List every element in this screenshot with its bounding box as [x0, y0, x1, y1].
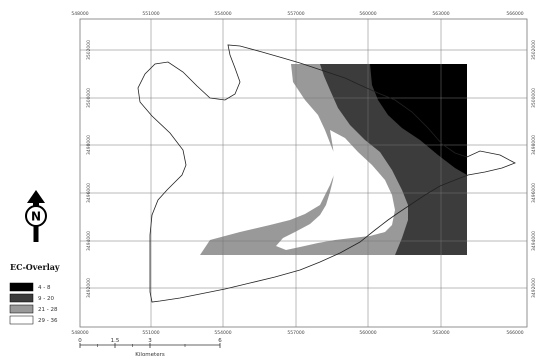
- x-tick-label: 557000: [287, 330, 304, 336]
- x-tick-label: 554000: [214, 330, 231, 336]
- x-tick-label: 551000: [142, 330, 159, 336]
- scale-bar: 0 1.5 3 6 Kilometers: [78, 338, 222, 358]
- bottom-tick-labels: 548000 551000 554000 557000 560000 56300…: [71, 330, 523, 336]
- y-tick-label: 3502000: [86, 40, 92, 60]
- x-tick-label: 560000: [359, 11, 376, 17]
- x-tick-label: 566000: [506, 11, 523, 17]
- top-tick-labels: 548000 551000 554000 557000 560000 56300…: [71, 11, 523, 17]
- legend-swatch: [9, 315, 34, 325]
- legend-label: 9 - 20: [38, 296, 54, 302]
- scale-tick-label: 3: [148, 338, 152, 344]
- x-tick-label: 554000: [214, 11, 231, 17]
- legend-title: EC-Overlay: [10, 262, 60, 272]
- legend-label: 4 - 8: [38, 285, 51, 291]
- y-tick-label: 3496000: [86, 183, 92, 203]
- scale-unit-label: Kilometers: [135, 352, 165, 358]
- right-tick-labels: 3502000 3500000 3498000 3496000 3494000 …: [531, 40, 537, 298]
- x-tick-label: 551000: [142, 11, 159, 17]
- y-tick-label: 3502000: [531, 40, 537, 60]
- x-tick-label: 560000: [359, 330, 376, 336]
- legend-swatch: [9, 293, 34, 303]
- x-tick-label: 563000: [432, 330, 449, 336]
- x-tick-label: 557000: [287, 11, 304, 17]
- scale-tick-label: 1.5: [111, 338, 120, 344]
- legend-label: 21 - 28: [38, 307, 58, 313]
- legend-label: 29 - 36: [38, 318, 58, 324]
- left-tick-labels: 3502000 3500000 3498000 3496000 3494000 …: [86, 40, 92, 298]
- y-tick-label: 3496000: [531, 183, 537, 203]
- y-tick-label: 3498000: [531, 135, 537, 155]
- legend-swatch: [9, 304, 34, 314]
- north-arrow-icon: N: [25, 190, 47, 242]
- scale-tick-label: 0: [78, 338, 82, 344]
- north-arrow-letter: N: [31, 210, 41, 224]
- x-tick-label: 548000: [71, 330, 88, 336]
- legend: EC-Overlay 4 - 8 9 - 20 21 - 28 29 - 36: [9, 262, 60, 325]
- x-tick-label: 566000: [506, 330, 523, 336]
- class-4-8-area: [370, 64, 467, 175]
- y-tick-label: 3492000: [86, 278, 92, 298]
- y-tick-label: 3494000: [531, 231, 537, 251]
- scale-tick-label: 6: [218, 338, 222, 344]
- study-area-boundary: [137, 44, 516, 303]
- y-tick-label: 3500000: [531, 88, 537, 108]
- y-tick-label: 3500000: [86, 88, 92, 108]
- class-29-36-area: [276, 130, 395, 250]
- y-tick-label: 3494000: [86, 231, 92, 251]
- graticule: [80, 19, 527, 327]
- y-tick-label: 3492000: [531, 278, 537, 298]
- legend-swatch: [9, 282, 34, 292]
- x-tick-label: 563000: [432, 11, 449, 17]
- y-tick-label: 3498000: [86, 135, 92, 155]
- ec-overlay-raster: [200, 64, 467, 255]
- x-tick-label: 548000: [71, 11, 88, 17]
